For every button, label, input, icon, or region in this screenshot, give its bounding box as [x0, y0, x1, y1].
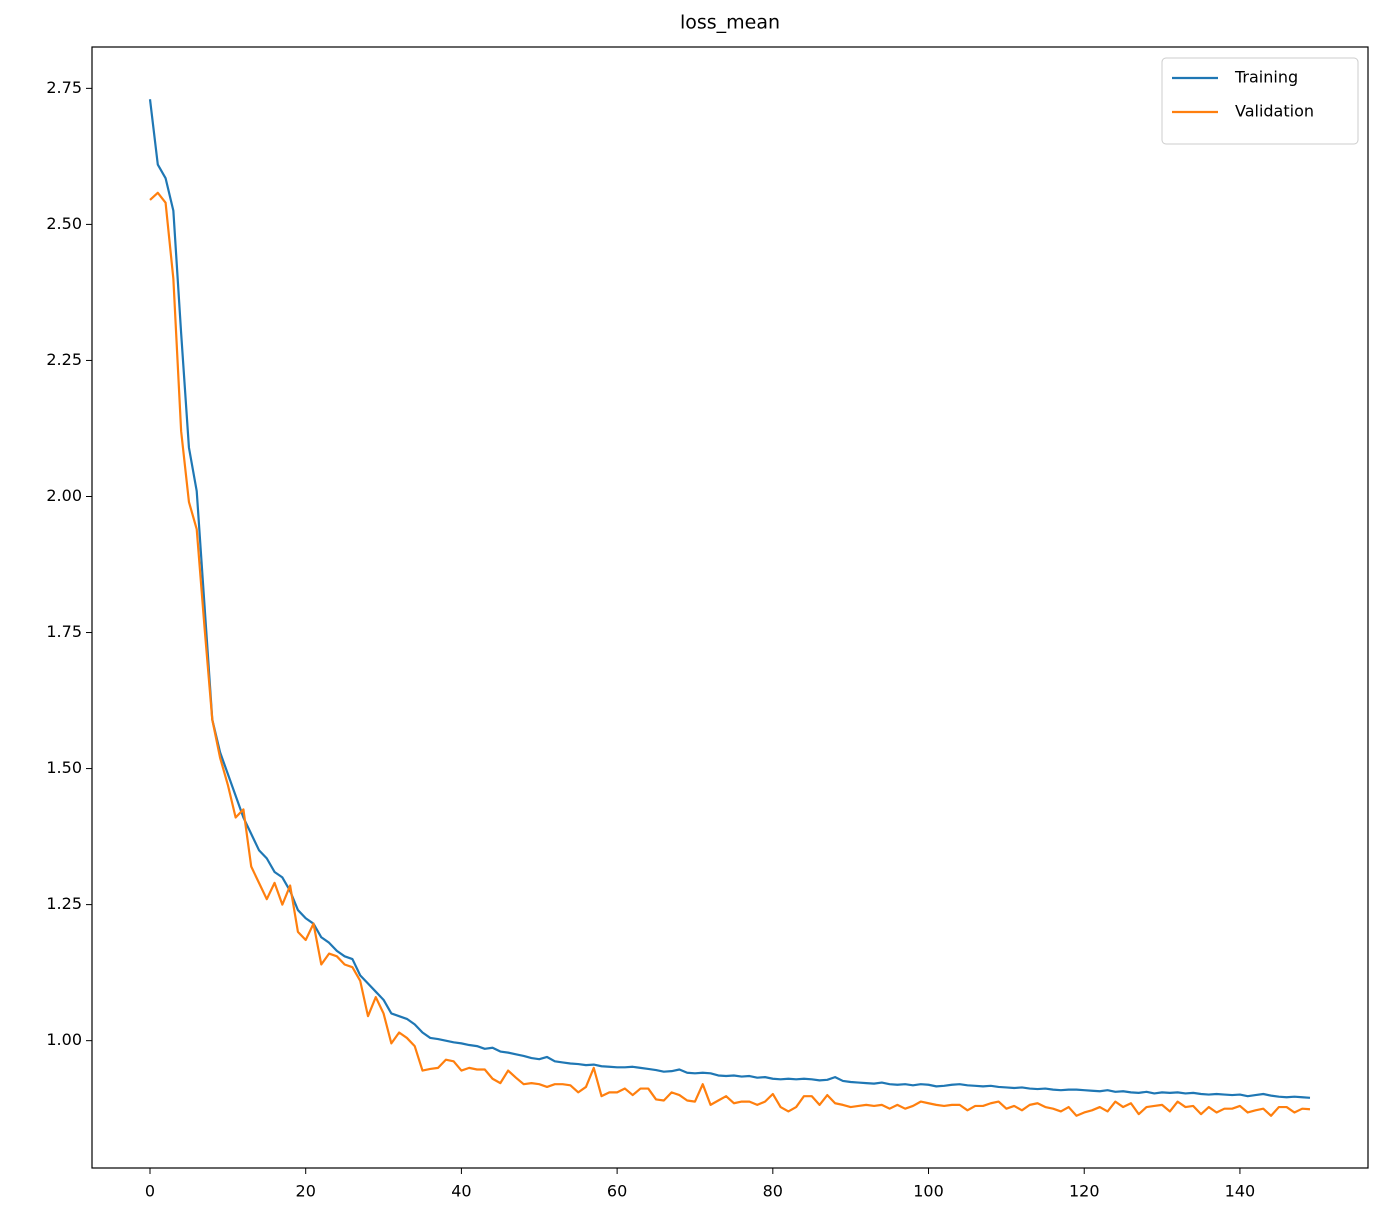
x-tick-label: 100 [913, 1182, 944, 1201]
plot-frame [91, 46, 1369, 1169]
y-tick-label: 1.25 [46, 894, 82, 913]
x-tick-label: 0 [145, 1182, 155, 1201]
x-tick-label: 140 [1225, 1182, 1256, 1201]
y-tick-label: 2.50 [46, 214, 82, 233]
series-line [149, 191, 1311, 1117]
x-tick-label: 40 [451, 1182, 471, 1201]
y-tick-label: 1.75 [46, 622, 82, 641]
y-tick-label: 1.50 [46, 758, 82, 777]
x-tick-label: 80 [763, 1182, 783, 1201]
legend-label: Validation [1235, 102, 1314, 121]
y-tick-label: 2.75 [46, 78, 82, 97]
y-tick-label: 2.25 [46, 350, 82, 369]
y-tick-label: 1.00 [46, 1030, 82, 1049]
x-tick-label: 120 [1069, 1182, 1100, 1201]
y-tick-label: 2.00 [46, 486, 82, 505]
legend-label: Training [1234, 68, 1298, 87]
x-tick-label: 60 [607, 1182, 627, 1201]
x-tick-label: 20 [296, 1182, 316, 1201]
legend-box [1161, 57, 1359, 145]
series-line [148, 99, 1311, 1099]
chart-title: loss_mean [680, 12, 780, 34]
